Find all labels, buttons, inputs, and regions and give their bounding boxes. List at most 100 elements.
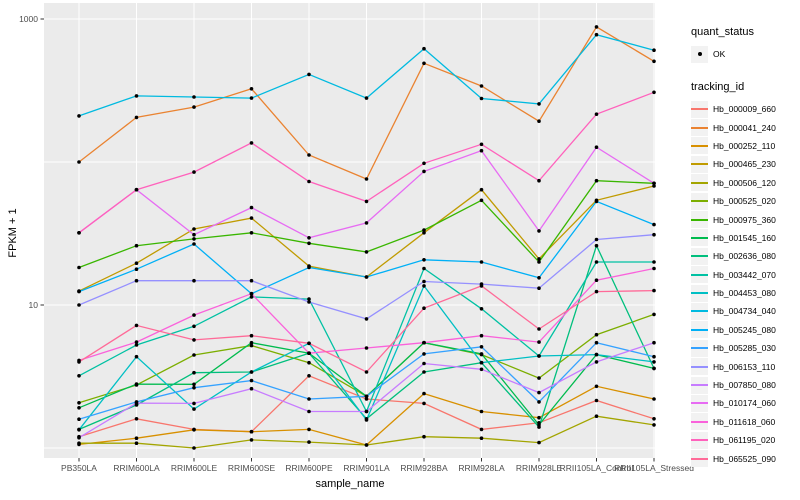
data-point	[537, 286, 541, 291]
data-point	[134, 343, 139, 347]
legend-entry: Hb_002636_080	[691, 247, 799, 265]
data-point	[652, 260, 656, 264]
data-point	[307, 440, 311, 444]
line-swatch-icon	[691, 310, 708, 313]
legend-entry-label: Hb_011618_060	[713, 416, 776, 427]
x-tick-label: RRIM600LA	[113, 463, 160, 473]
data-point	[77, 435, 81, 440]
line-swatch-key	[691, 137, 708, 155]
line-swatch-icon	[691, 108, 708, 111]
line-swatch-icon	[691, 163, 708, 166]
legend-item-ok: OK	[691, 45, 799, 63]
data-point	[249, 96, 254, 100]
line-swatch-key	[691, 339, 708, 357]
data-point	[192, 313, 196, 317]
data-point	[249, 378, 254, 383]
line-swatch-key	[691, 229, 708, 247]
x-tick-label: RRIM600PE	[285, 463, 333, 473]
data-point	[192, 278, 196, 283]
legend-entry: Hb_000252_110	[691, 137, 799, 155]
data-point	[537, 440, 541, 445]
data-point	[134, 261, 139, 266]
data-point	[479, 187, 484, 192]
data-point	[652, 423, 656, 427]
x-tick-label: RRIM600SE	[227, 463, 276, 473]
legend-entry: Hb_011618_060	[691, 413, 799, 431]
data-point	[192, 237, 196, 241]
data-point	[77, 428, 81, 432]
line-swatch-key	[691, 321, 708, 339]
data-point	[422, 61, 426, 66]
data-point	[652, 48, 656, 52]
data-point	[249, 231, 254, 235]
data-point	[422, 391, 426, 396]
data-point	[479, 96, 484, 101]
data-point	[594, 25, 599, 29]
legend-entry-label: Hb_000009_660	[713, 104, 776, 115]
x-axis-title: sample_name	[315, 478, 385, 490]
data-point	[77, 231, 81, 235]
data-point	[537, 119, 541, 123]
data-point	[652, 397, 656, 401]
legend-entry-label: Hb_001545_160	[713, 232, 776, 243]
data-point	[364, 199, 369, 204]
data-point	[652, 266, 656, 271]
legend-entry-label: Hb_005245_080	[713, 324, 776, 335]
data-point	[537, 376, 541, 380]
data-point	[537, 425, 541, 429]
data-point	[364, 370, 369, 374]
data-point	[652, 222, 656, 227]
data-point	[192, 382, 196, 387]
data-point	[479, 284, 484, 288]
line-swatch-key	[691, 284, 708, 302]
data-point	[364, 397, 369, 401]
data-point	[192, 242, 196, 246]
data-point	[192, 105, 196, 109]
legend-entry: Hb_005285_030	[691, 339, 799, 357]
data-point	[479, 307, 484, 311]
line-swatch-key	[691, 376, 708, 394]
data-point	[479, 427, 484, 432]
legend-entry: Hb_001545_160	[691, 229, 799, 247]
legend-entry-label: Hb_010174_060	[713, 398, 776, 409]
data-point	[422, 370, 426, 374]
data-point	[249, 386, 254, 391]
data-point	[479, 436, 484, 441]
data-point	[134, 401, 139, 405]
data-point	[192, 401, 196, 406]
data-point	[249, 87, 254, 91]
data-point	[537, 257, 541, 261]
data-point	[364, 409, 369, 414]
plot-panel	[40, 3, 656, 462]
line-swatch-key	[691, 247, 708, 265]
data-point	[134, 323, 139, 328]
data-point	[192, 428, 196, 432]
legend-entry-label: Hb_004734_040	[713, 306, 776, 317]
data-point	[422, 46, 426, 51]
line-swatch-key	[691, 155, 708, 173]
data-point	[537, 178, 541, 183]
data-point	[249, 343, 254, 348]
data-point	[422, 266, 426, 271]
line-swatch-key	[691, 174, 708, 192]
quant-status-label: OK	[713, 49, 726, 59]
line-swatch-key	[691, 100, 708, 118]
data-point	[307, 427, 311, 432]
data-point	[192, 353, 196, 357]
legend-entry: Hb_000009_660	[691, 100, 799, 118]
data-point	[134, 354, 139, 359]
data-point	[537, 102, 541, 106]
legend-entry-label: Hb_007850_080	[713, 380, 776, 391]
data-point	[364, 394, 369, 399]
data-point	[134, 94, 139, 98]
data-point	[192, 170, 196, 174]
data-point	[652, 360, 656, 364]
data-point	[537, 340, 541, 344]
line-swatch-key	[691, 394, 708, 412]
legend-entry: Hb_010174_060	[691, 394, 799, 412]
data-point	[364, 317, 369, 321]
data-point	[307, 236, 311, 240]
data-point	[134, 417, 139, 421]
line-swatch-key	[691, 413, 708, 431]
